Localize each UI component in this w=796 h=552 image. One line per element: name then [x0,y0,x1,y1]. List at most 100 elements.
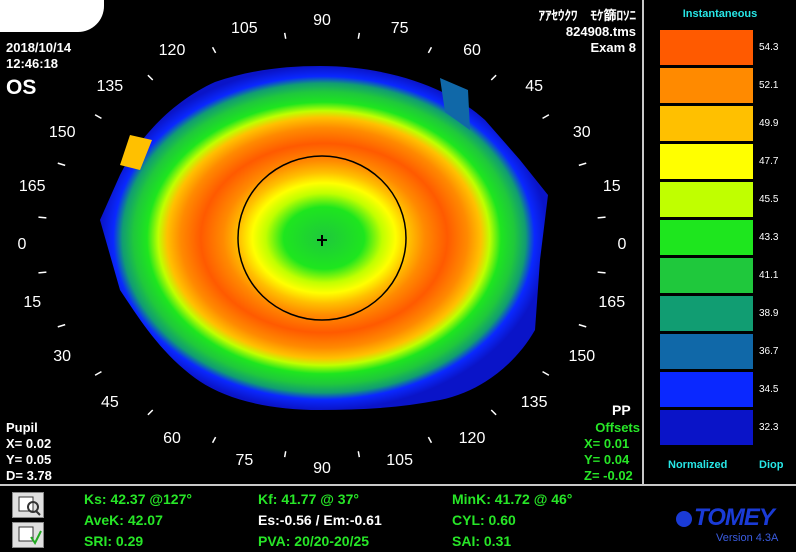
map-edge-fragment [120,135,152,170]
legend-swatch [659,409,754,446]
sai-value: SAI: 0.31 [452,533,512,549]
legend-value: 52.1 [759,80,779,91]
legend-value: 36.7 [759,346,779,357]
angle-tick [357,451,361,458]
keratometry-stats-bar: Ks: 42.37 @127° Kf: 41.77 @ 37° MinK: 41… [0,484,796,552]
angle-tick [490,409,497,416]
legend-units: Diop [759,459,784,471]
angle-tick [38,271,47,274]
legend-value: 49.9 [759,118,779,129]
legend-swatch [659,295,754,332]
tomey-logo-mark [676,510,692,527]
angle-label-top: 120 [158,42,186,59]
angle-tick [597,271,606,274]
print-preview-button[interactable] [12,492,44,518]
legend-swatch [659,371,754,408]
angle-label-top: 165 [18,178,46,196]
angle-label-bottom: 105 [386,452,413,470]
save-button[interactable] [12,522,44,548]
angle-label-top: 75 [390,19,409,37]
angle-tick [147,74,154,81]
angle-label-bottom: 120 [458,429,486,447]
angle-label-top: 30 [572,124,591,141]
angle-tick [597,216,606,219]
pupil-x: X= 0.02 [6,436,52,451]
angle-label-top: 60 [463,42,481,59]
offset-y: Y= 0.04 [584,452,630,467]
angle-label-top: 90 [313,12,331,29]
angle-tick [57,162,66,167]
color-scale-legend: Instantaneous 54.3 52.1 49.9 47.7 45.5 43.3 41… [642,0,796,484]
angle-tick [57,323,66,328]
angle-tick [283,451,287,458]
angle-tick [490,74,497,81]
legend-swatch [659,29,754,66]
ks-value: Ks: 42.37 @127° [84,491,192,507]
angle-label-left: 0 [17,236,27,253]
pupil-outline [237,155,407,321]
tomey-logo-text: TOMEY [694,504,775,531]
angle-label-bottom: 150 [568,348,596,365]
sri-value: SRI: 0.29 [84,533,144,549]
angle-label-bottom: 15 [23,293,42,311]
legend-swatch [659,105,754,142]
angle-label-bottom: 90 [313,460,331,477]
map-edge-fragment [440,78,470,130]
cyl-value: CYL: 0.60 [452,512,516,528]
angle-label-right: 0 [617,236,627,253]
print-preview-icon [18,496,41,516]
cornea-color-map [100,66,548,410]
file-name: 824908.tms [565,24,636,39]
exam-number: Exam 8 [590,40,636,55]
topography-map-panel [38,32,606,458]
tomey-logo: TOMEY [676,504,775,532]
pp-label: PP [612,402,631,418]
legend-value: 43.3 [759,232,779,243]
legend-swatch [659,143,754,180]
legend-normalized: Normalized [668,459,728,471]
angle-label-bottom: 135 [520,394,548,412]
angle-tick [94,114,102,120]
angle-label-top: 15 [602,178,621,196]
legend-value: 45.5 [759,194,779,205]
save-icon [18,526,42,545]
angle-label-bottom: 45 [100,394,119,412]
legend-swatch [659,257,754,294]
pva-value: PVA: 20/20-20/25 [258,533,370,549]
legend-swatch [659,219,754,256]
kf-value: Kf: 41.77 @ 37° [258,491,359,507]
pupil-y: Y= 0.05 [6,452,52,467]
avek-value: AveK: 42.07 [84,512,163,528]
angle-label-bottom: 75 [235,452,254,470]
angle-ticks [38,32,606,458]
angle-tick [147,409,154,416]
angle-label-bottom: 30 [53,348,72,365]
angle-tick [427,436,433,444]
legend-value: 41.1 [759,270,779,281]
offsets-title: Offsets [595,420,640,435]
legend-title: Instantaneous [682,8,758,20]
eye-indicator: OS [6,76,37,99]
legend-value: 34.5 [759,384,779,395]
legend-value: 47.7 [759,156,779,167]
angle-tick [542,114,550,120]
corneal-map [38,32,606,458]
angle-tick [283,32,287,39]
legend-swatch [659,67,754,104]
exam-time: 12:46:18 [6,56,59,71]
angle-label-top: 105 [230,19,258,37]
patient-id-redaction [0,0,104,32]
angle-tick [542,370,550,376]
angle-tick [427,46,433,54]
legend-value: 54.3 [759,42,779,53]
angle-tick [578,323,587,328]
offset-z: Z= -0.02 [584,468,633,483]
angle-tick [578,162,587,167]
es-em-value: Es:-0.56 / Em:-0.61 [258,512,382,528]
angle-tick [94,370,102,376]
angle-tick [211,46,217,54]
angle-label-top: 135 [96,77,124,95]
mink-value: MinK: 41.72 @ 46° [452,491,573,507]
exam-date: 2018/10/14 [6,40,72,55]
legend-value: 32.3 [759,422,779,433]
